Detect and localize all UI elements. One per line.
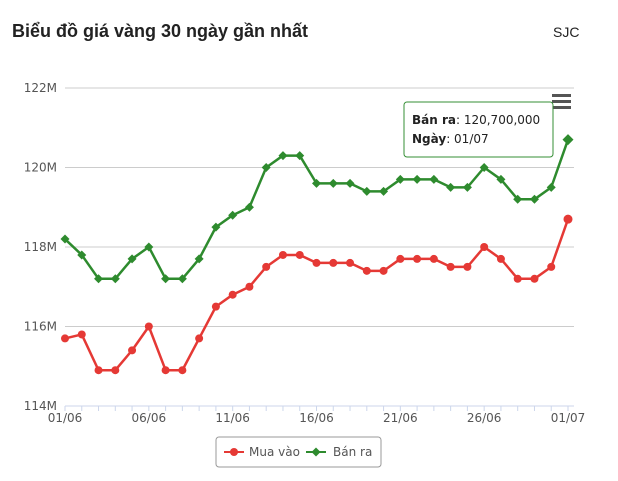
point-buy[interactable] <box>329 258 338 267</box>
point-sell[interactable] <box>429 174 439 184</box>
point-buy[interactable] <box>211 302 220 311</box>
page-title: Biểu đồ giá vàng 30 ngày gần nhất <box>12 21 309 41</box>
point-buy[interactable] <box>94 366 103 375</box>
legend-sell-label: Bán ra <box>333 445 372 459</box>
point-buy[interactable] <box>429 254 438 263</box>
point-sell[interactable] <box>127 254 137 264</box>
point-sell[interactable] <box>462 182 472 192</box>
legend-item-sell[interactable]: Bán ra <box>306 445 372 459</box>
point-sell[interactable] <box>144 242 154 252</box>
series-line-buy <box>64 218 570 372</box>
point-sell[interactable] <box>110 274 120 284</box>
point-sell[interactable] <box>278 151 288 161</box>
point-buy[interactable] <box>530 274 539 283</box>
svg-text:Ngày: 01/07: Ngày: 01/07 <box>412 132 489 146</box>
point-sell[interactable] <box>295 151 305 161</box>
point-sell[interactable] <box>479 163 489 172</box>
point-buy[interactable] <box>278 250 287 259</box>
point-sell[interactable] <box>228 210 238 220</box>
point-buy[interactable] <box>228 290 237 299</box>
point-buy[interactable] <box>346 258 355 267</box>
x-tick-label: 21/06 <box>383 411 418 425</box>
point-buy[interactable] <box>128 346 137 355</box>
tooltip-date-label: Ngày <box>412 132 446 146</box>
legend-sell-marker <box>311 447 321 457</box>
y-axis-ticks: 114M 116M 118M 120M 122M <box>24 81 57 413</box>
point-buy[interactable] <box>262 262 271 271</box>
hamburger-menu-icon[interactable] <box>552 94 571 109</box>
y-tick-label: 116M <box>24 320 57 334</box>
x-tick-label: 26/06 <box>467 411 502 425</box>
series-line-sell <box>64 139 570 281</box>
tooltip-date-value: : 01/07 <box>446 132 488 146</box>
point-sell[interactable] <box>362 186 372 196</box>
point-sell[interactable] <box>60 234 70 244</box>
x-tick-label: 01/07 <box>551 411 586 425</box>
point-buy[interactable] <box>413 254 422 263</box>
series-layer <box>60 134 574 375</box>
point-buy[interactable] <box>446 262 455 271</box>
point-sell[interactable] <box>562 134 574 146</box>
point-sell[interactable] <box>94 274 104 284</box>
y-tick-label: 122M <box>24 81 57 95</box>
point-buy[interactable] <box>396 254 405 263</box>
y-tick-label: 118M <box>24 240 57 254</box>
point-sell[interactable] <box>379 186 389 196</box>
point-buy[interactable] <box>178 366 187 375</box>
point-buy[interactable] <box>496 254 505 263</box>
x-tick-label: 16/06 <box>299 411 334 425</box>
point-sell[interactable] <box>77 250 87 260</box>
point-sell[interactable] <box>513 194 523 204</box>
point-buy[interactable] <box>463 262 472 271</box>
point-sell[interactable] <box>244 202 254 212</box>
legend-buy-marker <box>230 448 238 456</box>
point-buy[interactable] <box>563 214 573 224</box>
point-sell[interactable] <box>211 222 221 232</box>
point-sell[interactable] <box>177 274 187 284</box>
point-buy[interactable] <box>480 243 489 251</box>
point-buy[interactable] <box>245 282 254 291</box>
point-sell[interactable] <box>446 182 456 192</box>
point-buy[interactable] <box>379 266 388 275</box>
point-buy[interactable] <box>77 330 86 339</box>
point-sell[interactable] <box>194 254 204 264</box>
point-buy[interactable] <box>61 334 69 343</box>
point-sell[interactable] <box>328 178 338 188</box>
legend: Mua vào Bán ra <box>215 436 382 468</box>
point-sell[interactable] <box>412 174 422 184</box>
point-sell[interactable] <box>546 182 556 192</box>
x-tick-label: 11/06 <box>215 411 250 425</box>
tooltip-series-label: Bán ra <box>412 113 456 127</box>
point-buy[interactable] <box>513 274 522 283</box>
x-axis: 01/06 06/06 11/06 16/06 21/06 26/06 01/07 <box>48 405 586 425</box>
point-sell[interactable] <box>261 163 271 172</box>
tooltip: Bán ra: 120,700,000 Ngày: 01/07 <box>403 101 554 158</box>
point-sell[interactable] <box>395 174 405 184</box>
point-buy[interactable] <box>111 366 120 375</box>
brand-label: SJC <box>553 24 580 40</box>
legend-item-buy[interactable]: Mua vào <box>224 445 300 459</box>
point-sell[interactable] <box>161 274 171 284</box>
x-tick-label: 01/06 <box>48 411 83 425</box>
point-buy[interactable] <box>161 366 170 375</box>
y-tick-label: 114M <box>24 399 57 413</box>
point-buy[interactable] <box>295 250 304 259</box>
point-sell[interactable] <box>529 194 539 204</box>
tooltip-value: : 120,700,000 <box>456 113 540 127</box>
point-buy[interactable] <box>362 266 371 275</box>
point-sell[interactable] <box>312 178 321 188</box>
point-sell[interactable] <box>496 174 506 184</box>
x-tick-label: 06/06 <box>132 411 167 425</box>
svg-text:Bán ra: 120,700,000: Bán ra: 120,700,000 <box>412 113 540 127</box>
point-sell[interactable] <box>345 178 355 188</box>
point-buy[interactable] <box>547 262 556 271</box>
point-buy[interactable] <box>144 322 153 331</box>
point-buy[interactable] <box>195 334 204 343</box>
legend-buy-label: Mua vào <box>249 445 300 459</box>
y-tick-label: 120M <box>24 161 57 175</box>
point-buy[interactable] <box>312 258 321 267</box>
